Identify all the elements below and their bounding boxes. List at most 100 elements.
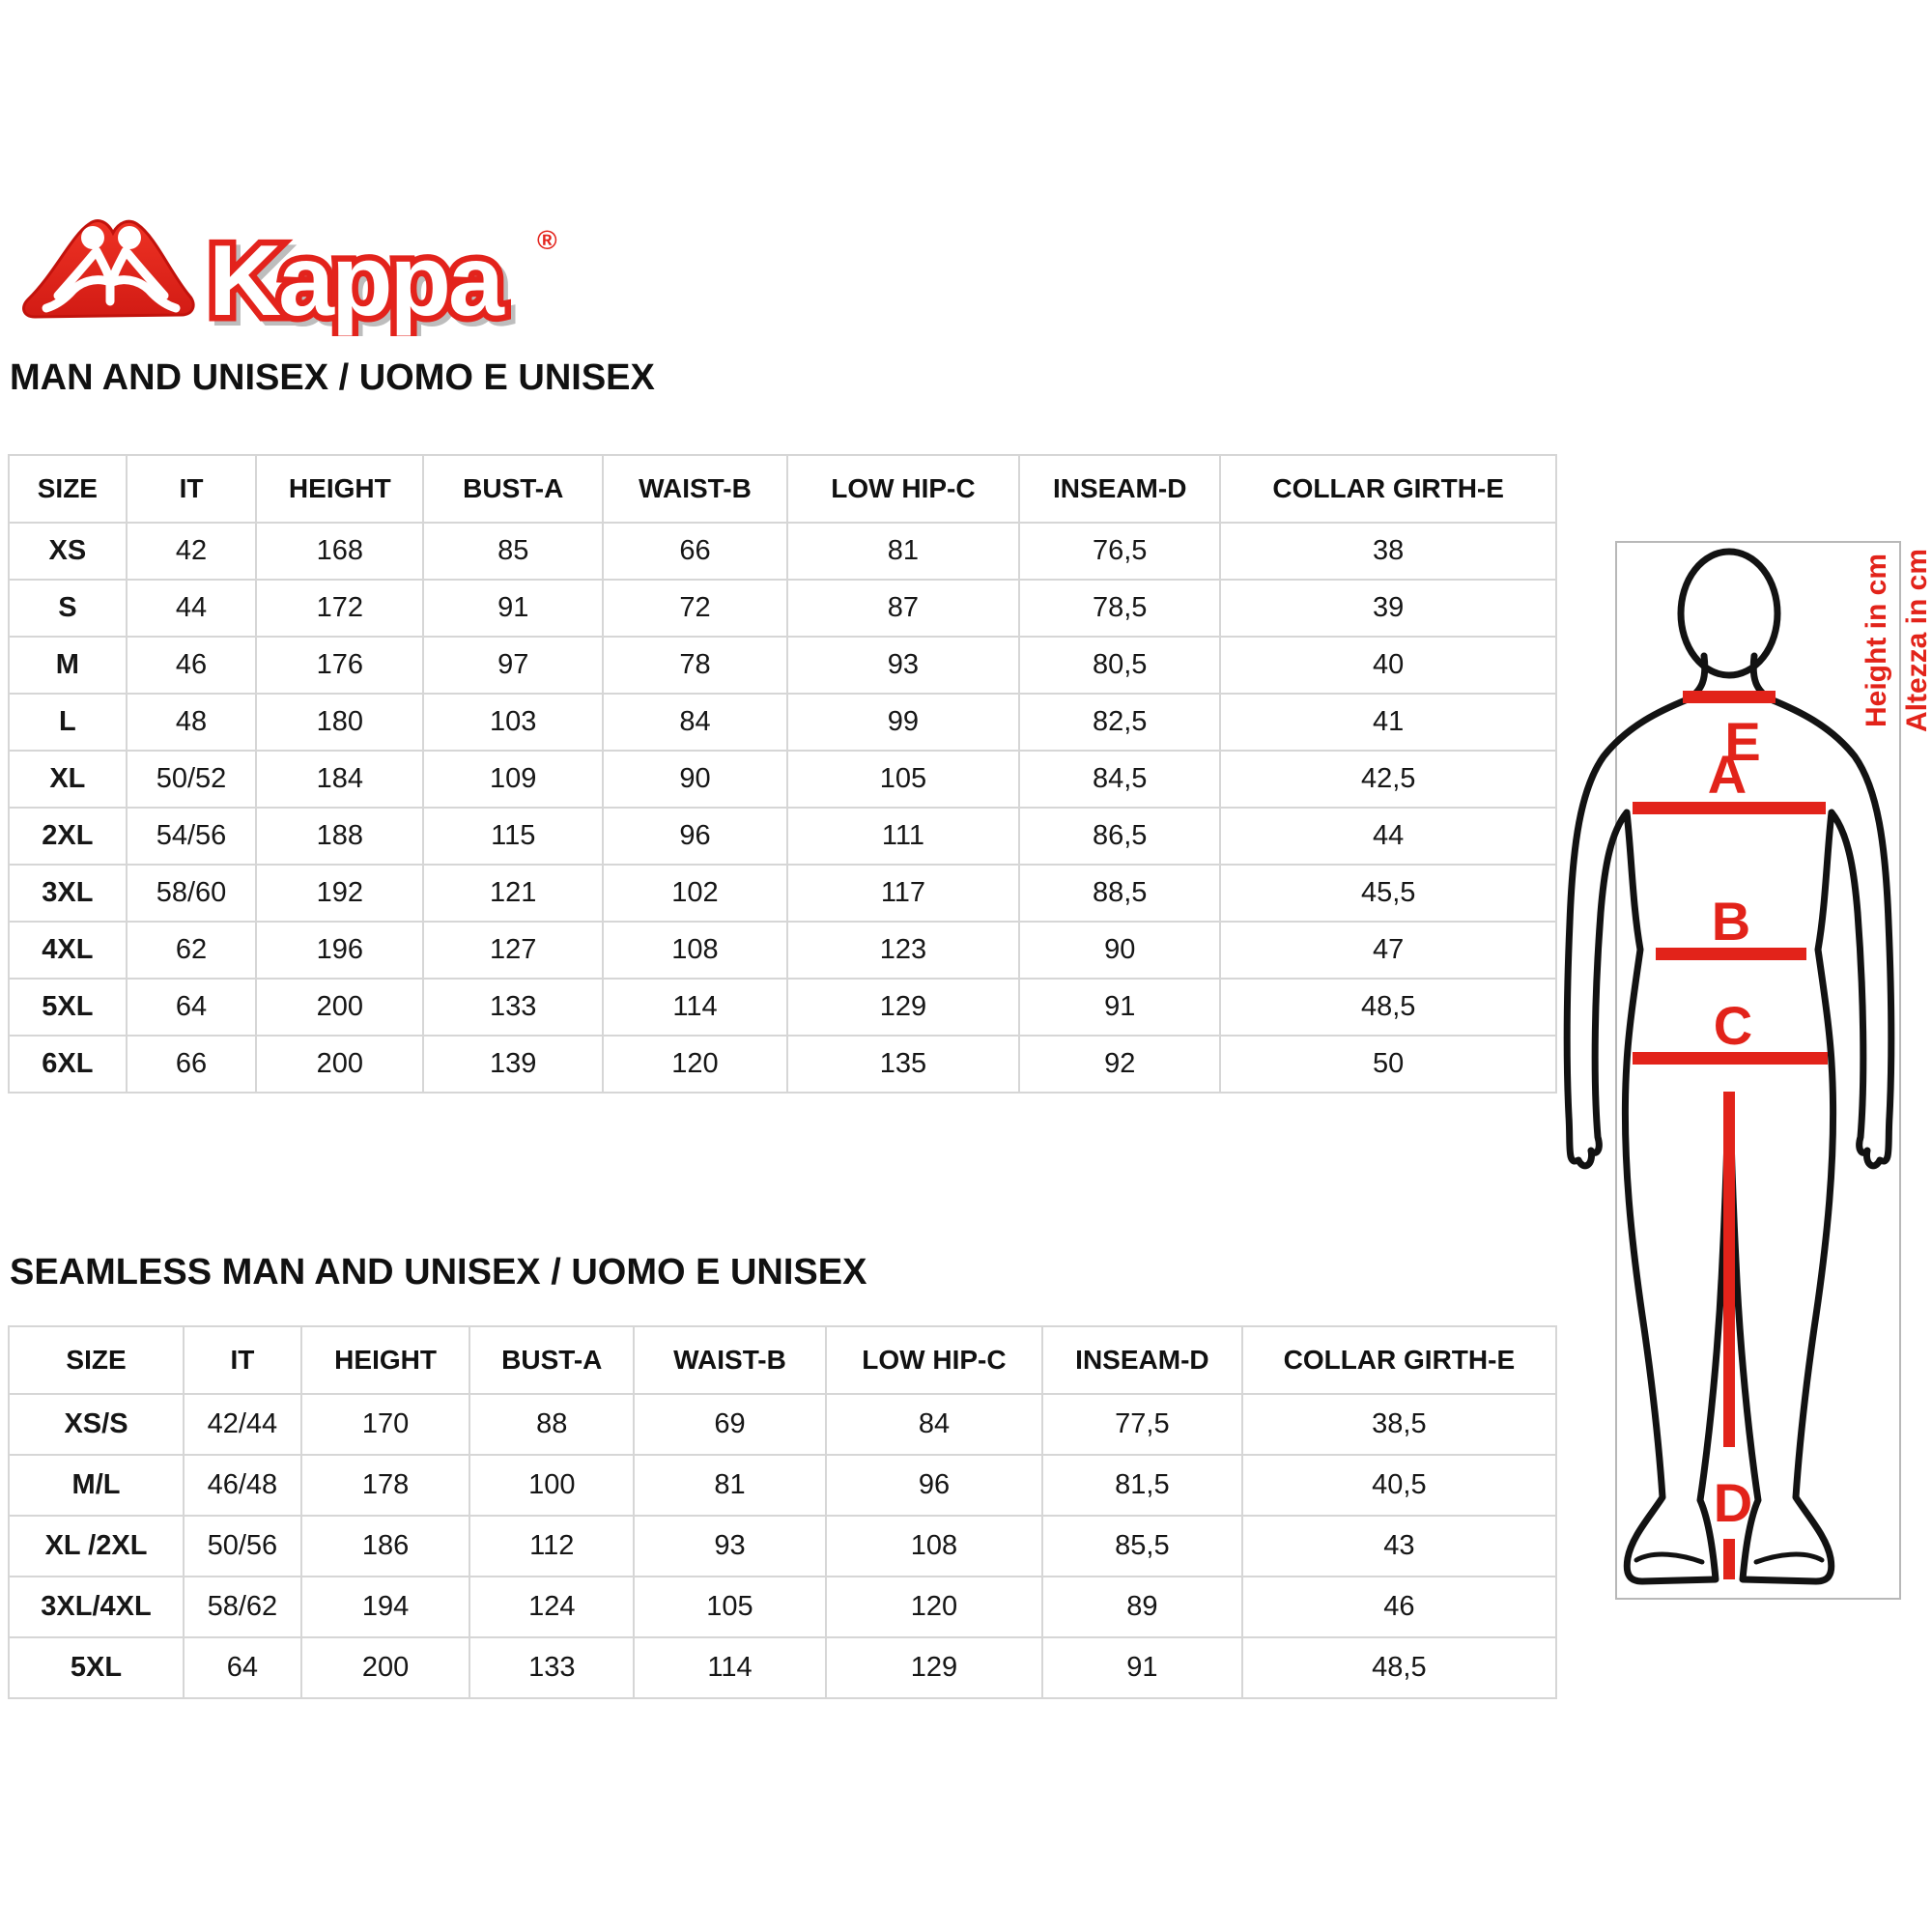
measurement-lines xyxy=(1633,691,1828,1579)
kappa-wordmark: Kappa Kappa ® xyxy=(203,219,558,349)
table-row: S 44 172 91 72 87 78,5 39 xyxy=(8,579,1557,638)
value-cell: 77,5 xyxy=(1041,1393,1243,1456)
label-inseam-D: D xyxy=(1714,1472,1752,1533)
value-cell: 114 xyxy=(633,1636,827,1699)
value-cell: 105 xyxy=(785,750,1021,809)
section-title-seamless-man-unisex: SEAMLESS MAN AND UNISEX / UOMO E UNISEX xyxy=(10,1252,867,1293)
table-row: M 46 176 97 78 93 80,5 40 xyxy=(8,636,1557,695)
value-cell: 84 xyxy=(602,693,788,752)
table-row: 2XL 54/56 188 115 96 111 86,5 44 xyxy=(8,807,1557,866)
header-row: SIZE IT HEIGHT BUST-A WAIST-B LOW HIP-C INSEAM… xyxy=(8,454,1557,524)
value-cell: 200 xyxy=(255,1035,425,1094)
value-cell: 170 xyxy=(299,1393,471,1456)
value-cell: 64 xyxy=(183,1636,302,1699)
value-cell: 69 xyxy=(633,1393,827,1456)
value-cell: 139 xyxy=(422,1035,605,1094)
value-cell: 62 xyxy=(125,921,258,980)
size-cell: S xyxy=(8,579,128,638)
column-header: COLLAR GIRTH-E xyxy=(1240,1325,1558,1395)
value-cell: 42/44 xyxy=(183,1393,302,1456)
value-cell: 96 xyxy=(824,1454,1044,1517)
value-cell: 112 xyxy=(469,1515,636,1577)
value-cell: 46/48 xyxy=(183,1454,302,1517)
value-cell: 194 xyxy=(299,1576,471,1638)
diagram-frame xyxy=(1615,541,1901,1600)
value-cell: 48 xyxy=(125,693,258,752)
table-row: 5XL 64 200 133 114 129 91 48,5 xyxy=(8,978,1557,1037)
value-cell: 114 xyxy=(602,978,788,1037)
body-figure-outline xyxy=(1563,548,1891,1585)
value-cell: 54/56 xyxy=(125,807,258,866)
value-cell: 176 xyxy=(255,636,425,695)
value-cell: 88 xyxy=(469,1393,636,1456)
column-header: HEIGHT xyxy=(255,454,425,524)
column-header: LOW HIP-C xyxy=(785,454,1021,524)
value-cell: 46 xyxy=(125,636,258,695)
value-cell: 48,5 xyxy=(1240,1636,1558,1699)
value-cell: 108 xyxy=(824,1515,1044,1577)
value-cell: 121 xyxy=(422,864,605,923)
value-cell: 178 xyxy=(299,1454,471,1517)
value-cell: 78 xyxy=(602,636,788,695)
value-cell: 93 xyxy=(785,636,1021,695)
value-cell: 50/56 xyxy=(183,1515,302,1577)
value-cell: 111 xyxy=(785,807,1021,866)
value-cell: 99 xyxy=(785,693,1021,752)
column-header: INSEAM-D xyxy=(1041,1325,1243,1395)
value-cell: 84,5 xyxy=(1018,750,1222,809)
value-cell: 184 xyxy=(255,750,425,809)
value-cell: 109 xyxy=(422,750,605,809)
value-cell: 135 xyxy=(785,1035,1021,1094)
value-cell: 50/52 xyxy=(125,750,258,809)
value-cell: 127 xyxy=(422,921,605,980)
value-cell: 44 xyxy=(125,579,258,638)
value-cell: 200 xyxy=(255,978,425,1037)
value-cell: 47 xyxy=(1219,921,1557,980)
size-table-man-unisex: SIZE IT HEIGHT BUST-A WAIST-B LOW HIP-C INSEAM… xyxy=(8,454,1557,1094)
column-header: BUST-A xyxy=(422,454,605,524)
bust-line-A xyxy=(1633,802,1826,814)
value-cell: 43 xyxy=(1240,1515,1558,1577)
column-header: SIZE xyxy=(7,1325,185,1395)
value-cell: 64 xyxy=(125,978,258,1037)
size-cell: M xyxy=(8,636,128,695)
value-cell: 188 xyxy=(255,807,425,866)
size-table-seamless-man-unisex: SIZE IT HEIGHT BUST-A WAIST-B LOW HIP-C INSEAM… xyxy=(7,1325,1558,1699)
waist-line-B xyxy=(1656,948,1806,960)
table-row: 5XL 64 200 133 114 129 91 48,5 xyxy=(7,1636,1558,1699)
value-cell: 38 xyxy=(1219,522,1557,581)
value-cell: 58/60 xyxy=(125,864,258,923)
kappa-logo-graphic: Kappa Kappa ® xyxy=(22,219,558,349)
collar-line-E xyxy=(1683,691,1776,703)
value-cell: 108 xyxy=(602,921,788,980)
value-cell: 180 xyxy=(255,693,425,752)
column-header: INSEAM-D xyxy=(1018,454,1222,524)
registered-mark: ® xyxy=(537,225,557,255)
value-cell: 40,5 xyxy=(1240,1454,1558,1517)
value-cell: 58/62 xyxy=(183,1576,302,1638)
inseam-line-D-upper xyxy=(1723,1092,1735,1447)
size-cell: XL /2XL xyxy=(7,1515,185,1577)
value-cell: 44 xyxy=(1219,807,1557,866)
table-row: L 48 180 103 84 99 82,5 41 xyxy=(8,693,1557,752)
value-cell: 85,5 xyxy=(1041,1515,1243,1577)
height-note-it: Altezza in cm xyxy=(1901,548,1932,733)
value-cell: 45,5 xyxy=(1219,864,1557,923)
svg-text:Kappa: Kappa xyxy=(209,225,505,336)
size-cell: 2XL xyxy=(8,807,128,866)
value-cell: 88,5 xyxy=(1018,864,1222,923)
value-cell: 200 xyxy=(299,1636,471,1699)
value-cell: 192 xyxy=(255,864,425,923)
value-cell: 90 xyxy=(602,750,788,809)
value-cell: 78,5 xyxy=(1018,579,1222,638)
value-cell: 84 xyxy=(824,1393,1044,1456)
size-cell: L xyxy=(8,693,128,752)
table-row: 3XL/4XL 58/62 194 124 105 120 89 46 xyxy=(7,1576,1558,1638)
value-cell: 81 xyxy=(633,1454,827,1517)
value-cell: 86,5 xyxy=(1018,807,1222,866)
value-cell: 42 xyxy=(125,522,258,581)
value-cell: 120 xyxy=(824,1576,1044,1638)
label-waist-B: B xyxy=(1712,891,1750,952)
column-header: BUST-A xyxy=(469,1325,636,1395)
